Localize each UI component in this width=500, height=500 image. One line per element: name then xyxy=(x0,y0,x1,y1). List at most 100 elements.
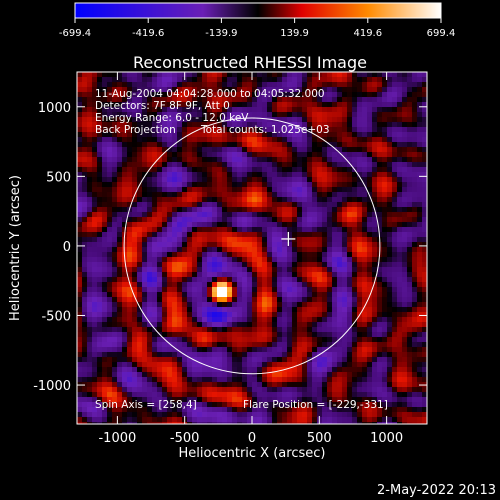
heatmap-cell xyxy=(192,372,197,377)
heatmap-cell xyxy=(117,72,122,77)
heatmap-cell xyxy=(307,307,312,312)
heatmap-cell xyxy=(422,252,427,257)
heatmap-cell xyxy=(222,262,227,267)
heatmap-cell xyxy=(187,302,192,307)
heatmap-cell xyxy=(142,72,147,77)
heatmap-cell xyxy=(347,342,352,347)
heatmap-cell xyxy=(357,222,362,227)
heatmap-cell xyxy=(197,327,202,332)
heatmap-cell xyxy=(227,357,232,362)
heatmap-cell xyxy=(327,392,332,397)
heatmap-cell xyxy=(92,222,97,227)
heatmap-cell xyxy=(327,347,332,352)
heatmap-cell xyxy=(157,307,162,312)
heatmap-cell xyxy=(152,257,157,262)
heatmap-cell xyxy=(142,202,147,207)
heatmap-cell xyxy=(327,132,332,137)
heatmap-cell xyxy=(252,302,257,307)
heatmap-cell xyxy=(327,302,332,307)
heatmap-cell xyxy=(377,387,382,392)
heatmap-cell xyxy=(247,237,252,242)
heatmap-cell xyxy=(122,272,127,277)
heatmap-cell xyxy=(252,137,257,142)
heatmap-cell xyxy=(182,272,187,277)
heatmap-cell xyxy=(392,137,397,142)
heatmap-cell xyxy=(372,162,377,167)
heatmap-cell xyxy=(117,347,122,352)
heatmap-cell xyxy=(222,332,227,337)
heatmap-cell xyxy=(402,77,407,82)
heatmap-cell xyxy=(192,302,197,307)
heatmap-cell xyxy=(167,207,172,212)
heatmap-cell xyxy=(142,382,147,387)
heatmap-cell xyxy=(407,362,412,367)
heatmap-cell xyxy=(222,257,227,262)
heatmap-cell xyxy=(422,222,427,227)
heatmap-cell xyxy=(267,137,272,142)
heatmap-cell xyxy=(272,207,277,212)
heatmap-cell xyxy=(247,267,252,272)
heatmap-cell xyxy=(302,152,307,157)
heatmap-cell xyxy=(347,282,352,287)
heatmap-cell xyxy=(322,367,327,372)
heatmap-cell xyxy=(282,217,287,222)
heatmap-cell xyxy=(87,312,92,317)
heatmap-cell xyxy=(317,182,322,187)
heatmap-cell xyxy=(77,237,82,242)
heatmap-cell xyxy=(112,117,117,122)
heatmap-cell xyxy=(387,227,392,232)
heatmap-cell xyxy=(172,272,177,277)
heatmap-cell xyxy=(237,322,242,327)
heatmap-cell xyxy=(107,107,112,112)
heatmap-cell xyxy=(342,352,347,357)
heatmap-cell xyxy=(342,377,347,382)
heatmap-cell xyxy=(272,247,277,252)
heatmap-cell xyxy=(237,172,242,177)
heatmap-cell xyxy=(192,242,197,247)
heatmap-cell xyxy=(157,372,162,377)
heatmap-cell xyxy=(307,97,312,102)
heatmap-cell xyxy=(257,327,262,332)
heatmap-cell xyxy=(422,257,427,262)
heatmap-cell xyxy=(242,232,247,237)
heatmap-cell xyxy=(312,252,317,257)
heatmap-cell xyxy=(227,292,232,297)
heatmap-cell xyxy=(417,122,422,127)
heatmap-cell xyxy=(112,397,117,402)
heatmap-cell xyxy=(202,107,207,112)
heatmap-cell xyxy=(407,147,412,152)
heatmap-cell xyxy=(232,107,237,112)
heatmap-cell xyxy=(162,132,167,137)
heatmap-cell xyxy=(182,127,187,132)
heatmap-cell xyxy=(157,147,162,152)
heatmap-cell xyxy=(227,317,232,322)
heatmap-cell xyxy=(212,132,217,137)
heatmap-cell xyxy=(342,392,347,397)
heatmap-cell xyxy=(417,252,422,257)
heatmap-cell xyxy=(332,337,337,342)
heatmap-cell xyxy=(112,252,117,257)
heatmap-cell xyxy=(252,352,257,357)
heatmap-cell xyxy=(222,337,227,342)
heatmap-cell xyxy=(252,82,257,87)
heatmap-cell xyxy=(362,352,367,357)
heatmap-cell xyxy=(297,257,302,262)
heatmap-cell xyxy=(167,192,172,197)
heatmap-cell xyxy=(112,422,117,424)
heatmap-cell xyxy=(82,202,87,207)
heatmap-cell xyxy=(407,282,412,287)
heatmap-cell xyxy=(322,187,327,192)
heatmap-cell xyxy=(392,167,397,172)
heatmap-cell xyxy=(252,382,257,387)
heatmap-cell xyxy=(247,407,252,412)
heatmap-cell xyxy=(307,302,312,307)
heatmap-cell xyxy=(177,392,182,397)
heatmap-cell xyxy=(162,322,167,327)
heatmap-cell xyxy=(197,402,202,407)
heatmap-cell xyxy=(347,142,352,147)
heatmap-cell xyxy=(377,182,382,187)
heatmap-cell xyxy=(392,117,397,122)
heatmap-cell xyxy=(247,217,252,222)
heatmap-cell xyxy=(102,292,107,297)
heatmap-cell xyxy=(387,322,392,327)
